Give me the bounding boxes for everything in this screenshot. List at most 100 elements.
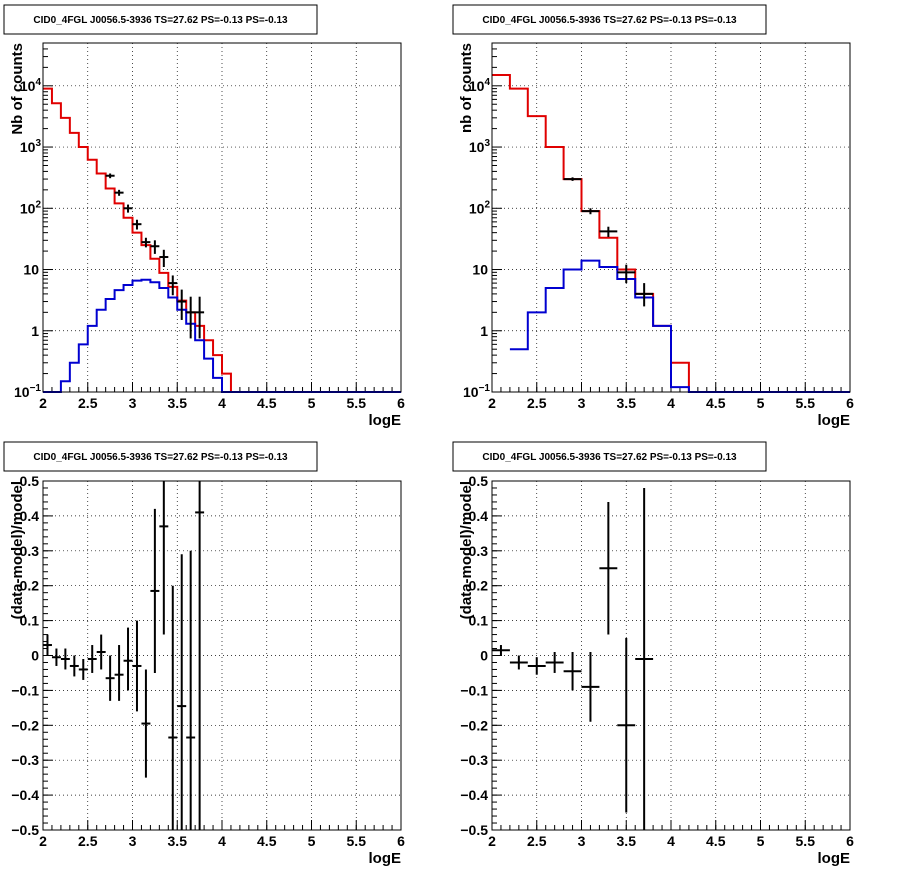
x-tick-label: 3.5 <box>617 833 637 849</box>
x-tick-label: 2.5 <box>527 833 547 849</box>
y-tick-label: 0 <box>31 648 39 664</box>
x-tick-label: 4.5 <box>257 833 277 849</box>
x-tick-label: 3.5 <box>617 395 637 411</box>
chart-panel: 2 2.5 3 3.5 4 4.5 5 5.5 6 10−1 1 10 102 103 104 logE Nb … <box>3 4 405 429</box>
y-tick-label: 10−1 <box>14 383 41 400</box>
y-tick-label: 0.1 <box>469 613 489 629</box>
histogram-series <box>43 87 240 393</box>
plot-border <box>42 42 402 393</box>
y-tick-label: 0.1 <box>20 613 40 629</box>
x-tick-label: 5 <box>308 395 316 411</box>
y-tick-label: −0.4 <box>11 787 39 803</box>
x-axis-title: logE <box>818 412 851 429</box>
y-tick-label: 0.2 <box>469 578 489 594</box>
x-tick-label: 3.5 <box>168 395 188 411</box>
x-tick-label: 4 <box>218 395 226 411</box>
x-tick-label: 5 <box>757 833 765 849</box>
x-axis-title: logE <box>369 850 402 867</box>
y-tick-label: 0.5 <box>469 473 489 489</box>
x-tick-label: 6 <box>846 395 854 411</box>
x-tick-label: 5.5 <box>347 395 367 411</box>
x-tick-label: 6 <box>846 833 854 849</box>
y-tick-label: 10 <box>472 262 488 278</box>
chart-title: CID0_4FGL J0056.5-3936 TS=27.62 PS=-0.13… <box>33 452 288 463</box>
x-tick-label: 4.5 <box>706 833 726 849</box>
y-tick-label: 102 <box>469 199 491 216</box>
x-tick-label: 6 <box>397 395 405 411</box>
y-axis-title: (data-model)/model <box>9 481 26 619</box>
plot-frame <box>42 480 402 831</box>
x-tick-label: 2.5 <box>527 395 547 411</box>
y-tick-label: −0.5 <box>460 822 488 838</box>
x-axis-title: logE <box>818 850 851 867</box>
x-tick-label: 3 <box>129 833 137 849</box>
y-tick-label: 0.2 <box>20 578 40 594</box>
chart-title: CID0_4FGL J0056.5-3936 TS=27.62 PS=-0.13… <box>482 452 737 463</box>
plot-border <box>491 42 851 393</box>
x-tick-label: 6 <box>397 833 405 849</box>
x-tick-label: 5 <box>757 395 765 411</box>
y-tick-label: 1 <box>31 323 39 339</box>
x-tick-label: 4 <box>667 833 675 849</box>
y-tick-label: −0.1 <box>460 682 488 698</box>
title-box <box>452 4 767 35</box>
x-tick-label: 4 <box>667 395 675 411</box>
chart-title: CID0_4FGL J0056.5-3936 TS=27.62 PS=-0.13… <box>482 15 737 26</box>
x-tick-label: 5.5 <box>796 833 816 849</box>
y-tick-label: 1 <box>480 323 488 339</box>
title-box <box>452 441 767 472</box>
x-tick-label: 3 <box>578 395 586 411</box>
x-tick-label: 2 <box>488 395 496 411</box>
y-tick-label: −0.3 <box>11 752 39 768</box>
y-tick-label: 0.3 <box>20 543 40 559</box>
y-tick-label: 104 <box>20 77 42 94</box>
y-tick-label: 10−1 <box>463 383 490 400</box>
y-tick-label: 10 <box>23 262 39 278</box>
x-tick-label: 4 <box>218 833 226 849</box>
y-axis-title: nb of counts <box>458 43 475 133</box>
x-axis-title: logE <box>369 412 402 429</box>
y-tick-label: −0.2 <box>460 717 488 733</box>
chart-panel: 2 2.5 3 3.5 4 4.5 5 5.5 6 −0.5 −0.4 −0.3 −0.2 −0.1 0 0.… <box>3 441 405 867</box>
x-tick-label: 2 <box>39 395 47 411</box>
y-tick-label: −0.1 <box>11 682 39 698</box>
y-tick-label: 103 <box>469 138 491 155</box>
x-tick-label: 3 <box>578 833 586 849</box>
x-tick-label: 3.5 <box>168 833 188 849</box>
y-tick-label: −0.5 <box>11 822 39 838</box>
x-tick-label: 4.5 <box>257 395 277 411</box>
y-tick-label: 103 <box>20 138 42 155</box>
x-tick-label: 5.5 <box>347 833 367 849</box>
y-tick-label: 0.5 <box>20 473 40 489</box>
x-tick-label: 2.5 <box>78 833 98 849</box>
y-axis-title: Nb of counts <box>9 43 26 135</box>
x-tick-label: 5.5 <box>796 395 816 411</box>
y-tick-label: 0.4 <box>469 508 489 524</box>
x-tick-label: 3 <box>129 395 137 411</box>
y-tick-label: 0.3 <box>469 543 489 559</box>
histogram-series <box>509 259 850 393</box>
chart-panel: 2 2.5 3 3.5 4 4.5 5 5.5 6 −0.5 −0.4 −0.3 −0.2 −0.1 0 0.… <box>452 441 854 867</box>
plot-border <box>491 480 851 831</box>
y-tick-label: 0.4 <box>20 508 40 524</box>
title-box <box>3 441 318 472</box>
y-tick-label: 104 <box>469 77 491 94</box>
plot-border <box>42 480 402 831</box>
plot-frame <box>42 42 402 393</box>
histogram-series <box>43 278 401 393</box>
y-tick-label: 102 <box>20 199 42 216</box>
y-axis-title: (data-model)/model <box>458 481 475 619</box>
x-tick-label: 2.5 <box>78 395 98 411</box>
x-tick-label: 2 <box>488 833 496 849</box>
x-tick-label: 4.5 <box>706 395 726 411</box>
y-tick-label: −0.3 <box>460 752 488 768</box>
title-box <box>3 4 318 35</box>
x-tick-label: 5 <box>308 833 316 849</box>
x-tick-label: 2 <box>39 833 47 849</box>
y-tick-label: 0 <box>480 648 488 664</box>
plot-frame <box>491 480 851 831</box>
chart-panel: 2 2.5 3 3.5 4 4.5 5 5.5 6 10−1 1 10 102 103 104 logE nb … <box>452 4 854 429</box>
chart-title: CID0_4FGL J0056.5-3936 TS=27.62 PS=-0.13… <box>33 15 288 26</box>
y-tick-label: −0.2 <box>11 717 39 733</box>
